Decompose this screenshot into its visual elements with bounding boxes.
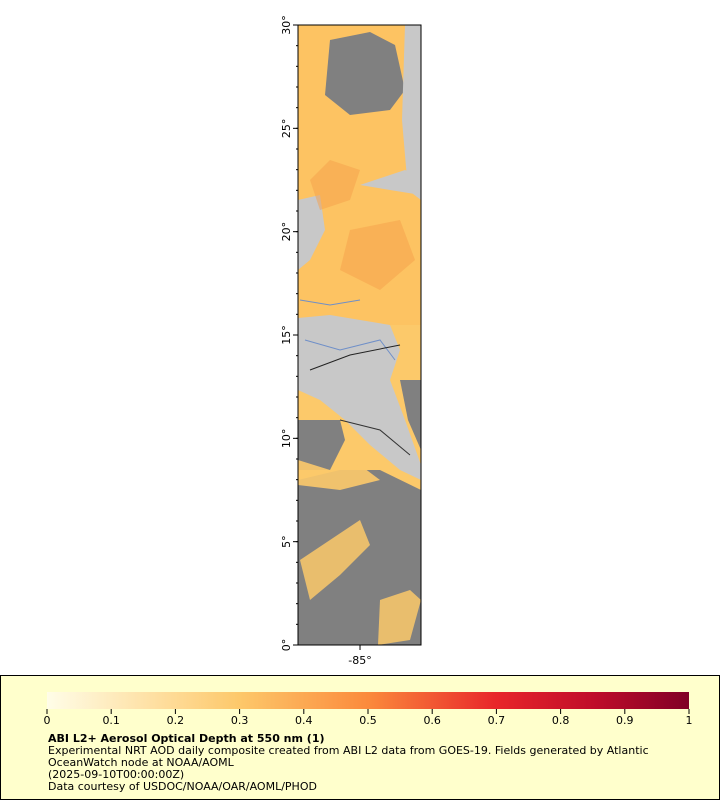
colorbar-tick-label: 0.3 [231,714,249,727]
lon-tick-label: -85° [348,654,371,667]
colorbar-tick-label: 0.1 [102,714,120,727]
legend-line: OceanWatch node at NOAA/AOML [48,756,235,769]
legend-line: (2025-09-10T00:00:00Z) [48,768,184,781]
lat-tick-label: 10° [280,429,293,449]
legend-title: ABI L2+ Aerosol Optical Depth at 550 nm … [48,732,325,745]
map-image [298,25,421,645]
colorbar-tick-label: 0.8 [552,714,570,727]
colorbar-tick-label: 0.7 [488,714,506,727]
lat-tick-label: 30° [280,15,293,35]
colorbar-tick-label: 1 [686,714,693,727]
colorbar-tick-label: 0 [44,714,51,727]
lat-tick-label: 0° [280,639,293,652]
colorbar [47,692,689,709]
colorbar-tick-label: 0.2 [167,714,185,727]
lat-tick-label: 15° [280,325,293,345]
colorbar-tick-label: 0.6 [423,714,441,727]
colorbar-tick-label: 0.5 [359,714,377,727]
lat-tick-label: 25° [280,119,293,139]
lat-tick-label: 5° [280,535,293,548]
legend-line: Experimental NRT AOD daily composite cre… [48,744,649,757]
legend-line: Data courtesy of USDOC/NOAA/OAR/AOML/PHO… [48,780,317,793]
colorbar-tick-label: 0.9 [616,714,634,727]
lat-tick-label: 20° [280,222,293,242]
colorbar-tick-label: 0.4 [295,714,313,727]
